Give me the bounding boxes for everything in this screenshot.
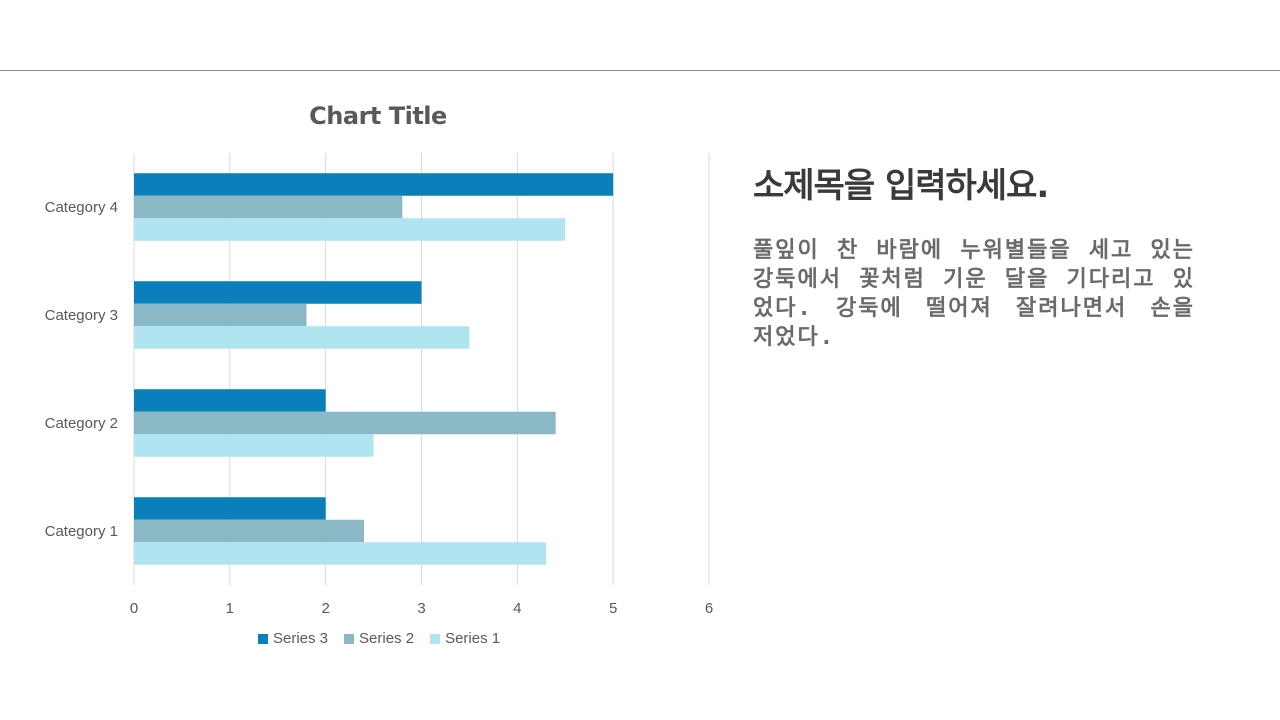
legend-swatch-series-1 [430,633,441,644]
legend-swatch-series-2 [344,633,355,644]
legend-item-series-3: Series 3 [258,630,328,647]
bar-series-1-category-2 [134,434,374,457]
y-tick-label-category-4: Category 4 [45,199,118,216]
bar-chart: 0 1 2 3 4 5 6 Category 1 Category 2 Category 3 Cat… [45,153,713,617]
bar-series-3-category-4 [134,173,614,196]
y-tick-label-category-3: Category 3 [45,307,118,324]
x-tick-label-2: 2 [321,600,329,617]
bar-series-3-category-3 [134,281,422,304]
x-tick-label-6: 6 [705,600,713,617]
x-tick-label-5: 5 [609,600,617,617]
bar-series-1-category-4 [134,218,566,241]
legend-item-series-1: Series 1 [430,630,500,647]
bar-series-3-category-1 [134,497,326,520]
x-tick-label-1: 1 [226,600,234,617]
legend-label-series-3: Series 3 [273,630,329,647]
chart-title: Chart Title [309,102,447,130]
bar-series-2-category-2 [134,411,556,435]
x-tick-label-0: 0 [130,600,138,617]
slide-heading: 소제목을 입력하세요. [753,166,1049,206]
x-tick-label-3: 3 [417,600,425,617]
chart-legend: Series 3 Series 2 Series 1 [258,630,500,647]
header-divider [0,70,1280,71]
y-tick-label-category-1: Category 1 [45,523,118,540]
y-tick-label-category-2: Category 2 [45,415,118,432]
legend-label-series-2: Series 2 [359,630,415,647]
bar-series-3-category-2 [134,389,326,412]
bar-series-1-category-1 [134,542,547,565]
bar-series-2-category-1 [134,519,364,543]
legend-swatch-series-3 [258,633,268,644]
slide-body-text: 풀잎이 찬 바람에 누워별들을 세고 있는 강둑에서 꽃처럼 기운 달을 기다리… [753,238,1195,350]
bar-series-2-category-4 [134,195,403,219]
bar-series-2-category-3 [134,303,307,327]
bar-series-1-category-3 [134,326,470,349]
legend-item-series-2: Series 2 [344,630,414,647]
x-tick-label-4: 4 [513,600,521,617]
legend-label-series-1: Series 1 [445,630,501,647]
